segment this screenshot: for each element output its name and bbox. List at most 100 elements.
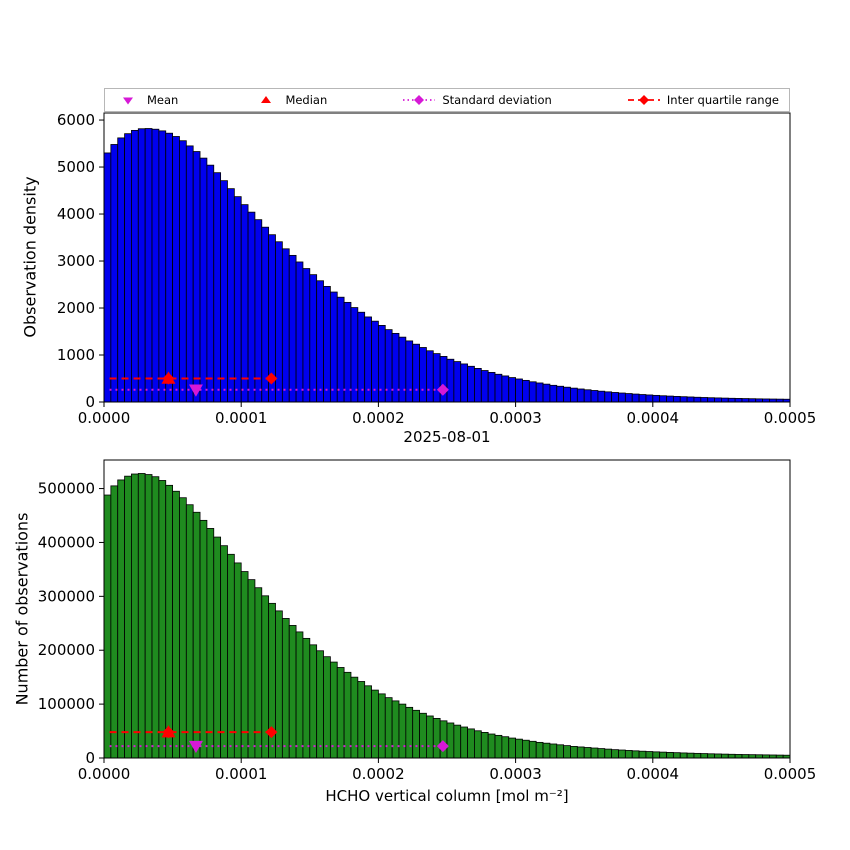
hist-bar bbox=[618, 749, 626, 759]
hist-bar bbox=[295, 631, 304, 759]
legend-item-iqr: Inter quartile range bbox=[627, 93, 779, 107]
hist-bar bbox=[329, 661, 338, 759]
x-tick-label: 0.0003 bbox=[489, 765, 542, 783]
hist-bar bbox=[583, 389, 592, 403]
hist-bar bbox=[185, 504, 194, 759]
hist-bar bbox=[288, 254, 297, 403]
hist-bar bbox=[309, 644, 318, 759]
x-tick-label: 0.0001 bbox=[215, 409, 268, 427]
x-tick-label: 0.0000 bbox=[78, 409, 131, 427]
legend: Mean Median Standard deviation Inter qua… bbox=[104, 88, 790, 112]
y-tick-label: 500000 bbox=[38, 480, 95, 498]
hist-bar bbox=[439, 720, 448, 759]
x-tick-label: 0.0005 bbox=[764, 409, 817, 427]
hist-bar bbox=[501, 736, 510, 759]
hist-bar bbox=[131, 129, 139, 403]
hist-bar bbox=[576, 388, 585, 403]
hist-bar bbox=[227, 188, 235, 403]
bottom-bars bbox=[103, 473, 791, 759]
y-tick-label: 400000 bbox=[38, 533, 95, 551]
x-tick-label: 0.0004 bbox=[627, 765, 680, 783]
legend-label-iqr: Inter quartile range bbox=[666, 93, 779, 107]
hist-bar bbox=[131, 473, 139, 759]
hist-bar bbox=[343, 301, 352, 403]
top-histogram-plot: 0.0000 0.0001 0.0002 0.0003 0.0004 0.0005 0 100… bbox=[57, 111, 816, 427]
hist-bar bbox=[542, 742, 551, 759]
hist-bar bbox=[439, 356, 448, 403]
x-tick-label: 0.0004 bbox=[627, 409, 680, 427]
hist-bar bbox=[659, 751, 667, 759]
hist-bar bbox=[405, 706, 414, 759]
hist-bar bbox=[686, 396, 695, 403]
hist-bar bbox=[377, 325, 386, 403]
hist-bar bbox=[185, 145, 194, 403]
hist-bar bbox=[172, 490, 180, 759]
hist-bar bbox=[144, 474, 153, 759]
hist-bar bbox=[426, 350, 434, 403]
hist-bar bbox=[508, 737, 516, 759]
hist-bar bbox=[213, 536, 222, 759]
top-chart-title: 2025-08-01 bbox=[403, 428, 491, 446]
hist-bar bbox=[652, 751, 661, 759]
hist-bar bbox=[336, 296, 345, 403]
hist-bar bbox=[144, 128, 153, 403]
hist-bar bbox=[604, 391, 613, 403]
top-bars bbox=[103, 128, 791, 403]
mean-marker-icon bbox=[115, 93, 141, 107]
hist-bar bbox=[391, 700, 400, 759]
hist-bar bbox=[227, 553, 235, 759]
hist-bar bbox=[137, 128, 146, 403]
hist-bar bbox=[727, 753, 736, 759]
hist-bar bbox=[158, 480, 167, 759]
hist-bar bbox=[734, 398, 743, 403]
hist-bar bbox=[302, 268, 311, 403]
hist-bar bbox=[515, 738, 523, 759]
x-tick-label: 0.0003 bbox=[489, 409, 542, 427]
hist-bar bbox=[460, 363, 468, 403]
hist-bar bbox=[275, 610, 283, 759]
hist-bar bbox=[316, 280, 324, 403]
hist-bar bbox=[570, 387, 578, 403]
top-axes-frame bbox=[103, 112, 791, 403]
hist-bar bbox=[220, 545, 228, 759]
hist-bar bbox=[542, 383, 551, 403]
hist-bar bbox=[707, 397, 715, 403]
hist-bar bbox=[487, 371, 496, 403]
hist-bar bbox=[240, 204, 249, 403]
y-tick-label: 1000 bbox=[57, 346, 95, 364]
hist-bar bbox=[254, 219, 263, 403]
bottom-axes-frame bbox=[103, 459, 791, 759]
hist-bar bbox=[721, 397, 729, 403]
hist-bar bbox=[707, 753, 715, 759]
hist-bar bbox=[604, 748, 613, 759]
hist-bar bbox=[179, 497, 187, 759]
hist-bar bbox=[384, 329, 393, 403]
hist-bar bbox=[179, 140, 187, 403]
top-y-axis-label: Observation density bbox=[20, 176, 40, 338]
y-tick-label: 300000 bbox=[38, 587, 95, 605]
hist-bar bbox=[151, 128, 160, 403]
hist-bar bbox=[453, 361, 462, 403]
hist-bar bbox=[474, 730, 482, 759]
hist-bar bbox=[117, 479, 125, 759]
legend-item-mean: Mean bbox=[115, 93, 178, 107]
x-tick-label: 0.0001 bbox=[215, 765, 268, 783]
hist-bar bbox=[453, 724, 462, 759]
hist-bar bbox=[556, 744, 565, 759]
hist-bar bbox=[590, 390, 599, 403]
hist-bar bbox=[398, 703, 407, 759]
iqr-diamond-marker bbox=[265, 372, 278, 385]
legend-label-mean: Mean bbox=[147, 93, 179, 107]
hist-bar bbox=[412, 709, 420, 759]
hist-bar bbox=[638, 750, 647, 759]
hist-bar bbox=[480, 732, 489, 759]
hist-bar bbox=[213, 172, 222, 403]
mean-triangle-marker bbox=[188, 740, 203, 754]
hist-bar bbox=[192, 151, 201, 403]
hist-bar bbox=[727, 397, 736, 403]
hist-bar bbox=[165, 484, 174, 759]
hist-bar bbox=[405, 340, 414, 403]
hist-bar bbox=[151, 476, 160, 759]
hist-bar bbox=[597, 748, 606, 759]
hist-bar bbox=[515, 378, 523, 403]
